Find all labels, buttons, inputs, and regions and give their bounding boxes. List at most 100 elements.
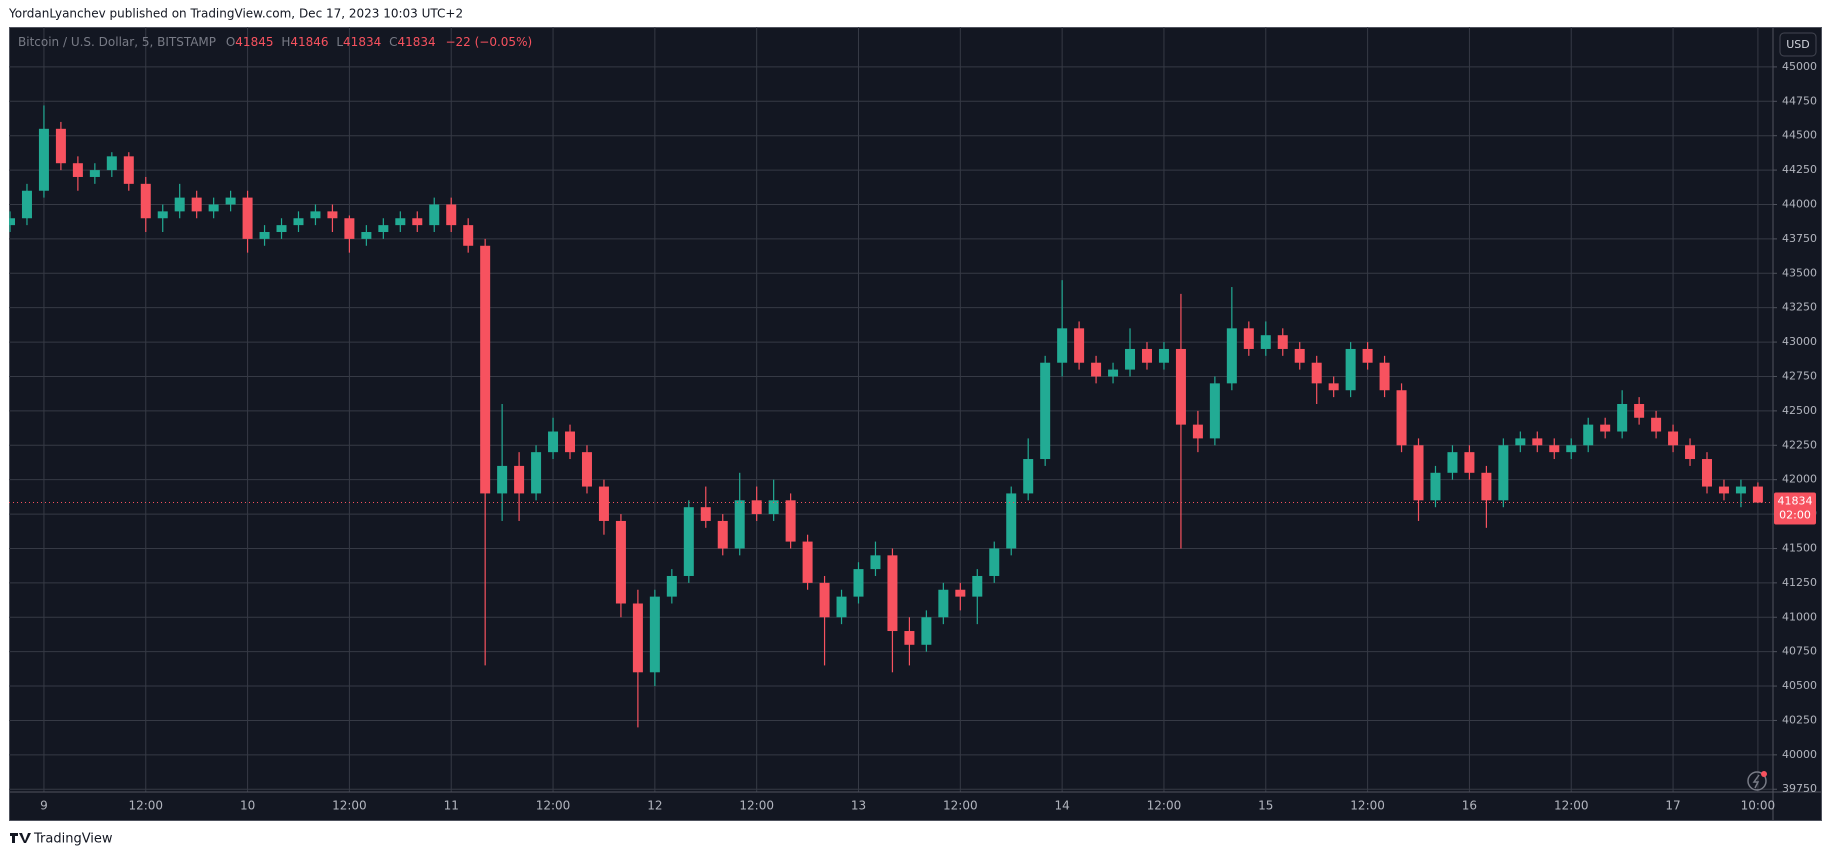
lightning-circle[interactable]	[1747, 771, 1767, 791]
candle-body	[1125, 348, 1136, 370]
candle-body	[191, 197, 202, 212]
ohlc-key: C	[389, 35, 397, 49]
x-tick-label: 16	[1462, 799, 1477, 813]
x-tick-label: 11	[444, 799, 459, 813]
ohlc-key: H	[281, 35, 290, 49]
lightning-bolt[interactable]	[1752, 774, 1760, 789]
y-tick-label: 42750	[1782, 369, 1817, 382]
candle-body	[395, 218, 406, 226]
brand-logo	[10, 833, 31, 843]
candle-body	[1345, 348, 1356, 391]
candle-body	[1447, 452, 1458, 473]
x-tick-label: 12:00	[943, 799, 978, 813]
candle-body	[21, 190, 32, 219]
candle-body	[344, 218, 355, 239]
candle-body	[480, 245, 491, 494]
candle-body	[615, 520, 626, 604]
candle-body	[921, 617, 932, 645]
candle-body	[1040, 362, 1051, 460]
publisher: YordanLyanchev published on TradingView.…	[8, 7, 463, 21]
currency-button[interactable]	[1779, 32, 1817, 57]
candle-body	[1209, 383, 1220, 439]
candle-body	[327, 211, 338, 219]
candle-body	[1600, 424, 1611, 432]
y-tick-label: 43750	[1782, 232, 1817, 245]
candle-body	[717, 520, 728, 549]
candle-body	[1158, 348, 1169, 363]
candle-body	[1464, 452, 1475, 473]
symbol: Bitcoin / U.S. Dollar, 5, BITSTAMP	[18, 35, 216, 49]
candle-body	[378, 225, 389, 233]
candle-body	[531, 452, 542, 494]
candle-body	[836, 596, 847, 618]
y-tick-label: 42250	[1782, 438, 1817, 451]
candle-body	[1260, 335, 1271, 349]
y-tick-label: 43000	[1782, 335, 1817, 348]
candle-body	[276, 225, 287, 233]
candle-body	[1685, 445, 1696, 460]
candle-body	[361, 232, 372, 239]
x-tick-label: 12:00	[536, 799, 571, 813]
candle-body	[38, 128, 49, 191]
candle-body	[802, 541, 813, 583]
candle-body	[1430, 472, 1441, 501]
x-tick-label: 12:00	[739, 799, 774, 813]
y-tick-label: 44500	[1782, 129, 1817, 142]
candle-body	[1752, 486, 1763, 503]
candle-body	[1362, 348, 1373, 363]
y-tick-label: 42000	[1782, 473, 1817, 486]
candle-body	[1091, 362, 1102, 377]
lightning-icon[interactable]	[1747, 771, 1767, 791]
candle-body	[1634, 403, 1645, 418]
candle-body	[208, 204, 219, 212]
candle-body	[242, 197, 253, 239]
candle-body	[157, 211, 168, 219]
candle-body	[734, 500, 745, 549]
candle-body	[1379, 362, 1390, 391]
candle-body	[785, 500, 796, 542]
y-tick-label: 41250	[1782, 576, 1817, 589]
candle-body	[649, 596, 660, 673]
candle-body	[1735, 486, 1746, 494]
candle-body	[1413, 445, 1424, 501]
y-tick-label: 41500	[1782, 541, 1817, 554]
candle-body	[1668, 431, 1679, 446]
candle-body	[683, 507, 694, 576]
candle-body	[174, 197, 185, 212]
legend: Bitcoin / U.S. Dollar, 5, BITSTAMP O4184…	[18, 35, 532, 49]
candle-body	[1651, 417, 1662, 432]
candle-body	[72, 163, 83, 177]
x-tick-label: 12:00	[332, 799, 367, 813]
x-tick-label: 10:00	[1741, 799, 1776, 813]
x-tick-label: 12:00	[128, 799, 163, 813]
candle-body	[989, 548, 1000, 576]
candle-body	[938, 589, 949, 618]
candle-body	[666, 575, 677, 597]
candle-body	[1141, 348, 1152, 363]
candle-body	[293, 218, 304, 226]
candle-body	[581, 452, 592, 487]
candle-body	[1057, 328, 1068, 363]
y-tick-label: 40500	[1782, 679, 1817, 692]
candle-body	[1498, 445, 1509, 501]
ohlc-key: L	[336, 35, 343, 49]
candle-body	[259, 232, 270, 239]
candle-body	[310, 211, 321, 219]
axes: 39750 40000 40250 40500 40750 41000 41250 41500…	[40, 60, 1817, 813]
y-tick-label: 40250	[1782, 713, 1817, 726]
candle-body	[1566, 445, 1577, 453]
x-tick-label: 12:00	[1147, 799, 1182, 813]
currency-label[interactable]: USD	[1786, 38, 1810, 51]
candle-body	[123, 156, 134, 184]
ohlc-value: 41845	[235, 35, 273, 49]
change: −22 (−0.05%)	[445, 35, 532, 49]
candle-body	[853, 569, 864, 597]
candle-body	[632, 603, 643, 673]
countdown-label: 02:00	[1779, 509, 1811, 522]
candle-body	[700, 507, 711, 521]
pane	[9, 27, 1822, 821]
candle-body	[89, 170, 100, 177]
notification-dot	[1761, 771, 1767, 777]
candle-body	[497, 465, 508, 494]
